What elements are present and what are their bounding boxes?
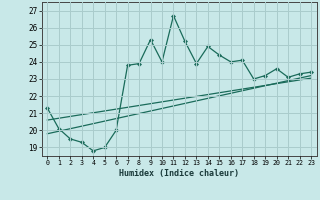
X-axis label: Humidex (Indice chaleur): Humidex (Indice chaleur) bbox=[119, 169, 239, 178]
